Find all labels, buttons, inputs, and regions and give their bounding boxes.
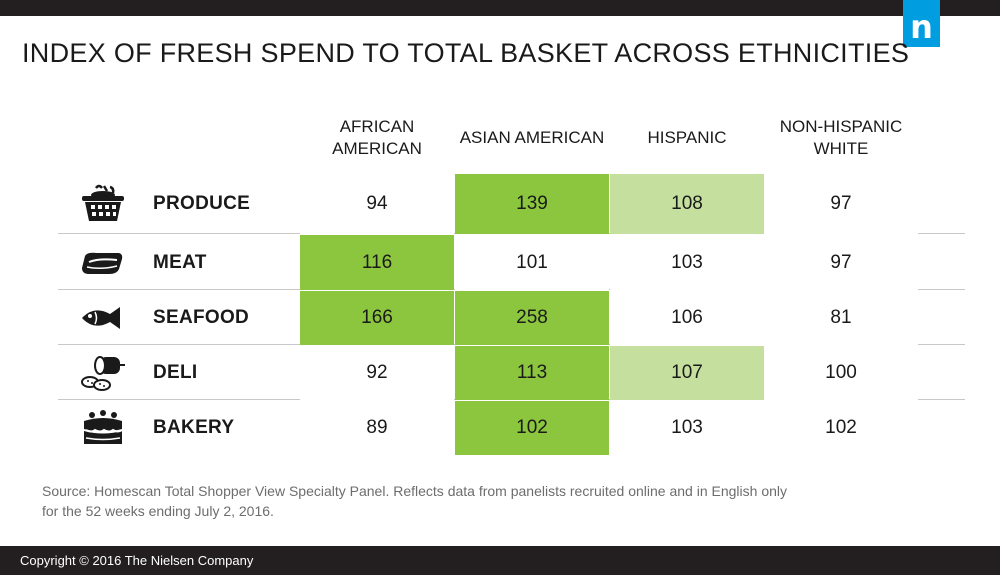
table-cell: 166 bbox=[300, 291, 454, 345]
column-header: ASIAN AMERICAN bbox=[459, 128, 605, 147]
basket-icon bbox=[78, 184, 128, 224]
row-label: DELI bbox=[153, 362, 198, 383]
table-cell: 139 bbox=[455, 174, 609, 234]
column-header: NON-HISPANIC WHITE bbox=[779, 117, 903, 158]
table-cell: 103 bbox=[610, 235, 764, 290]
table-cell: 94 bbox=[300, 174, 454, 234]
column-header: HISPANIC bbox=[647, 128, 727, 147]
table-cell: 101 bbox=[455, 235, 609, 290]
table-cell: 113 bbox=[455, 346, 609, 400]
table-cell: 107 bbox=[610, 346, 764, 400]
cake-icon bbox=[78, 408, 128, 448]
table-cell: 81 bbox=[764, 291, 918, 345]
steak-icon bbox=[78, 243, 128, 283]
table-cell: 97 bbox=[764, 235, 918, 290]
copyright-text: Copyright © 2016 The Nielsen Company bbox=[20, 553, 254, 568]
source-note: Source: Homescan Total Shopper View Spec… bbox=[42, 483, 788, 519]
row-label: SEAFOOD bbox=[153, 307, 250, 328]
column-header: AFRICAN AMERICAN bbox=[332, 117, 422, 158]
row-label: PRODUCE bbox=[153, 193, 251, 214]
table-cell: 258 bbox=[455, 291, 609, 345]
table-cell: 92 bbox=[300, 346, 454, 400]
deli-meat-icon bbox=[78, 353, 128, 393]
fish-icon bbox=[78, 298, 128, 338]
table-cell: 116 bbox=[300, 235, 454, 290]
top-bar bbox=[0, 0, 1000, 16]
table-cell: 89 bbox=[300, 401, 454, 455]
footer-bar: Copyright © 2016 The Nielsen Company bbox=[0, 546, 1000, 575]
chart-title: INDEX OF FRESH SPEND TO TOTAL BASKET ACR… bbox=[22, 38, 910, 68]
table-cell: 102 bbox=[455, 401, 609, 455]
nielsen-logo: n bbox=[903, 0, 940, 47]
table-cell: 103 bbox=[610, 401, 764, 455]
logo-letter: n bbox=[910, 8, 933, 46]
table-cell: 102 bbox=[764, 401, 918, 455]
table-cell: 97 bbox=[764, 174, 918, 234]
table-cell: 108 bbox=[610, 174, 764, 234]
row-label: MEAT bbox=[153, 251, 207, 273]
row-label: BAKERY bbox=[153, 417, 235, 438]
table-cell: 100 bbox=[764, 346, 918, 400]
table-cell: 106 bbox=[610, 291, 764, 345]
